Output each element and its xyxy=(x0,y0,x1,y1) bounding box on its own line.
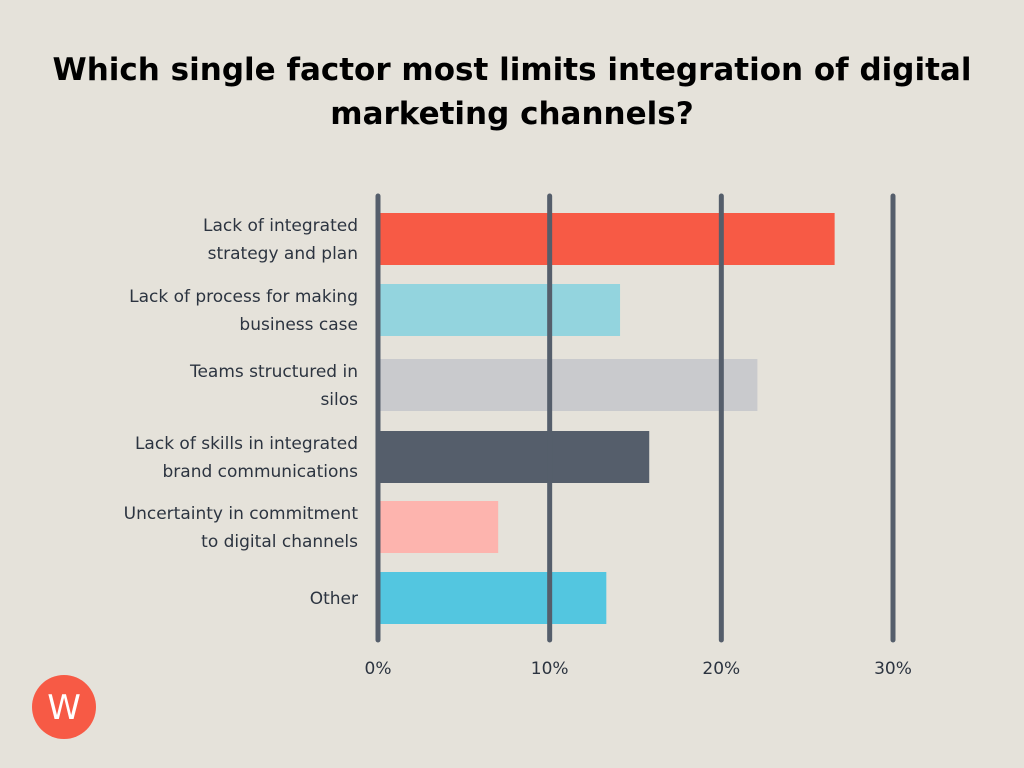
bar xyxy=(378,431,650,483)
logo-letter: W xyxy=(47,688,81,728)
x-tick-label: 10% xyxy=(531,659,569,679)
x-tick-label: 30% xyxy=(874,659,912,679)
bar xyxy=(378,572,607,624)
bar xyxy=(378,501,499,553)
bar xyxy=(378,359,758,411)
x-tick-label: 0% xyxy=(365,659,392,679)
chart-title: Which single factor most limits integrat… xyxy=(52,52,972,132)
x-tick-label: 20% xyxy=(702,659,740,679)
category-label: Lack of skills in integrated brand commun… xyxy=(135,434,358,482)
category-label: Teams structured in silos xyxy=(189,362,358,410)
bar xyxy=(378,213,835,265)
category-label: Uncertainty in commitment to digital chan… xyxy=(124,504,359,552)
category-label: Other xyxy=(310,589,358,609)
category-label: Lack of process for making business case xyxy=(129,287,358,335)
logo: W xyxy=(32,675,96,739)
category-label: Lack of integrated strategy and plan xyxy=(203,216,358,264)
bar xyxy=(378,284,621,336)
